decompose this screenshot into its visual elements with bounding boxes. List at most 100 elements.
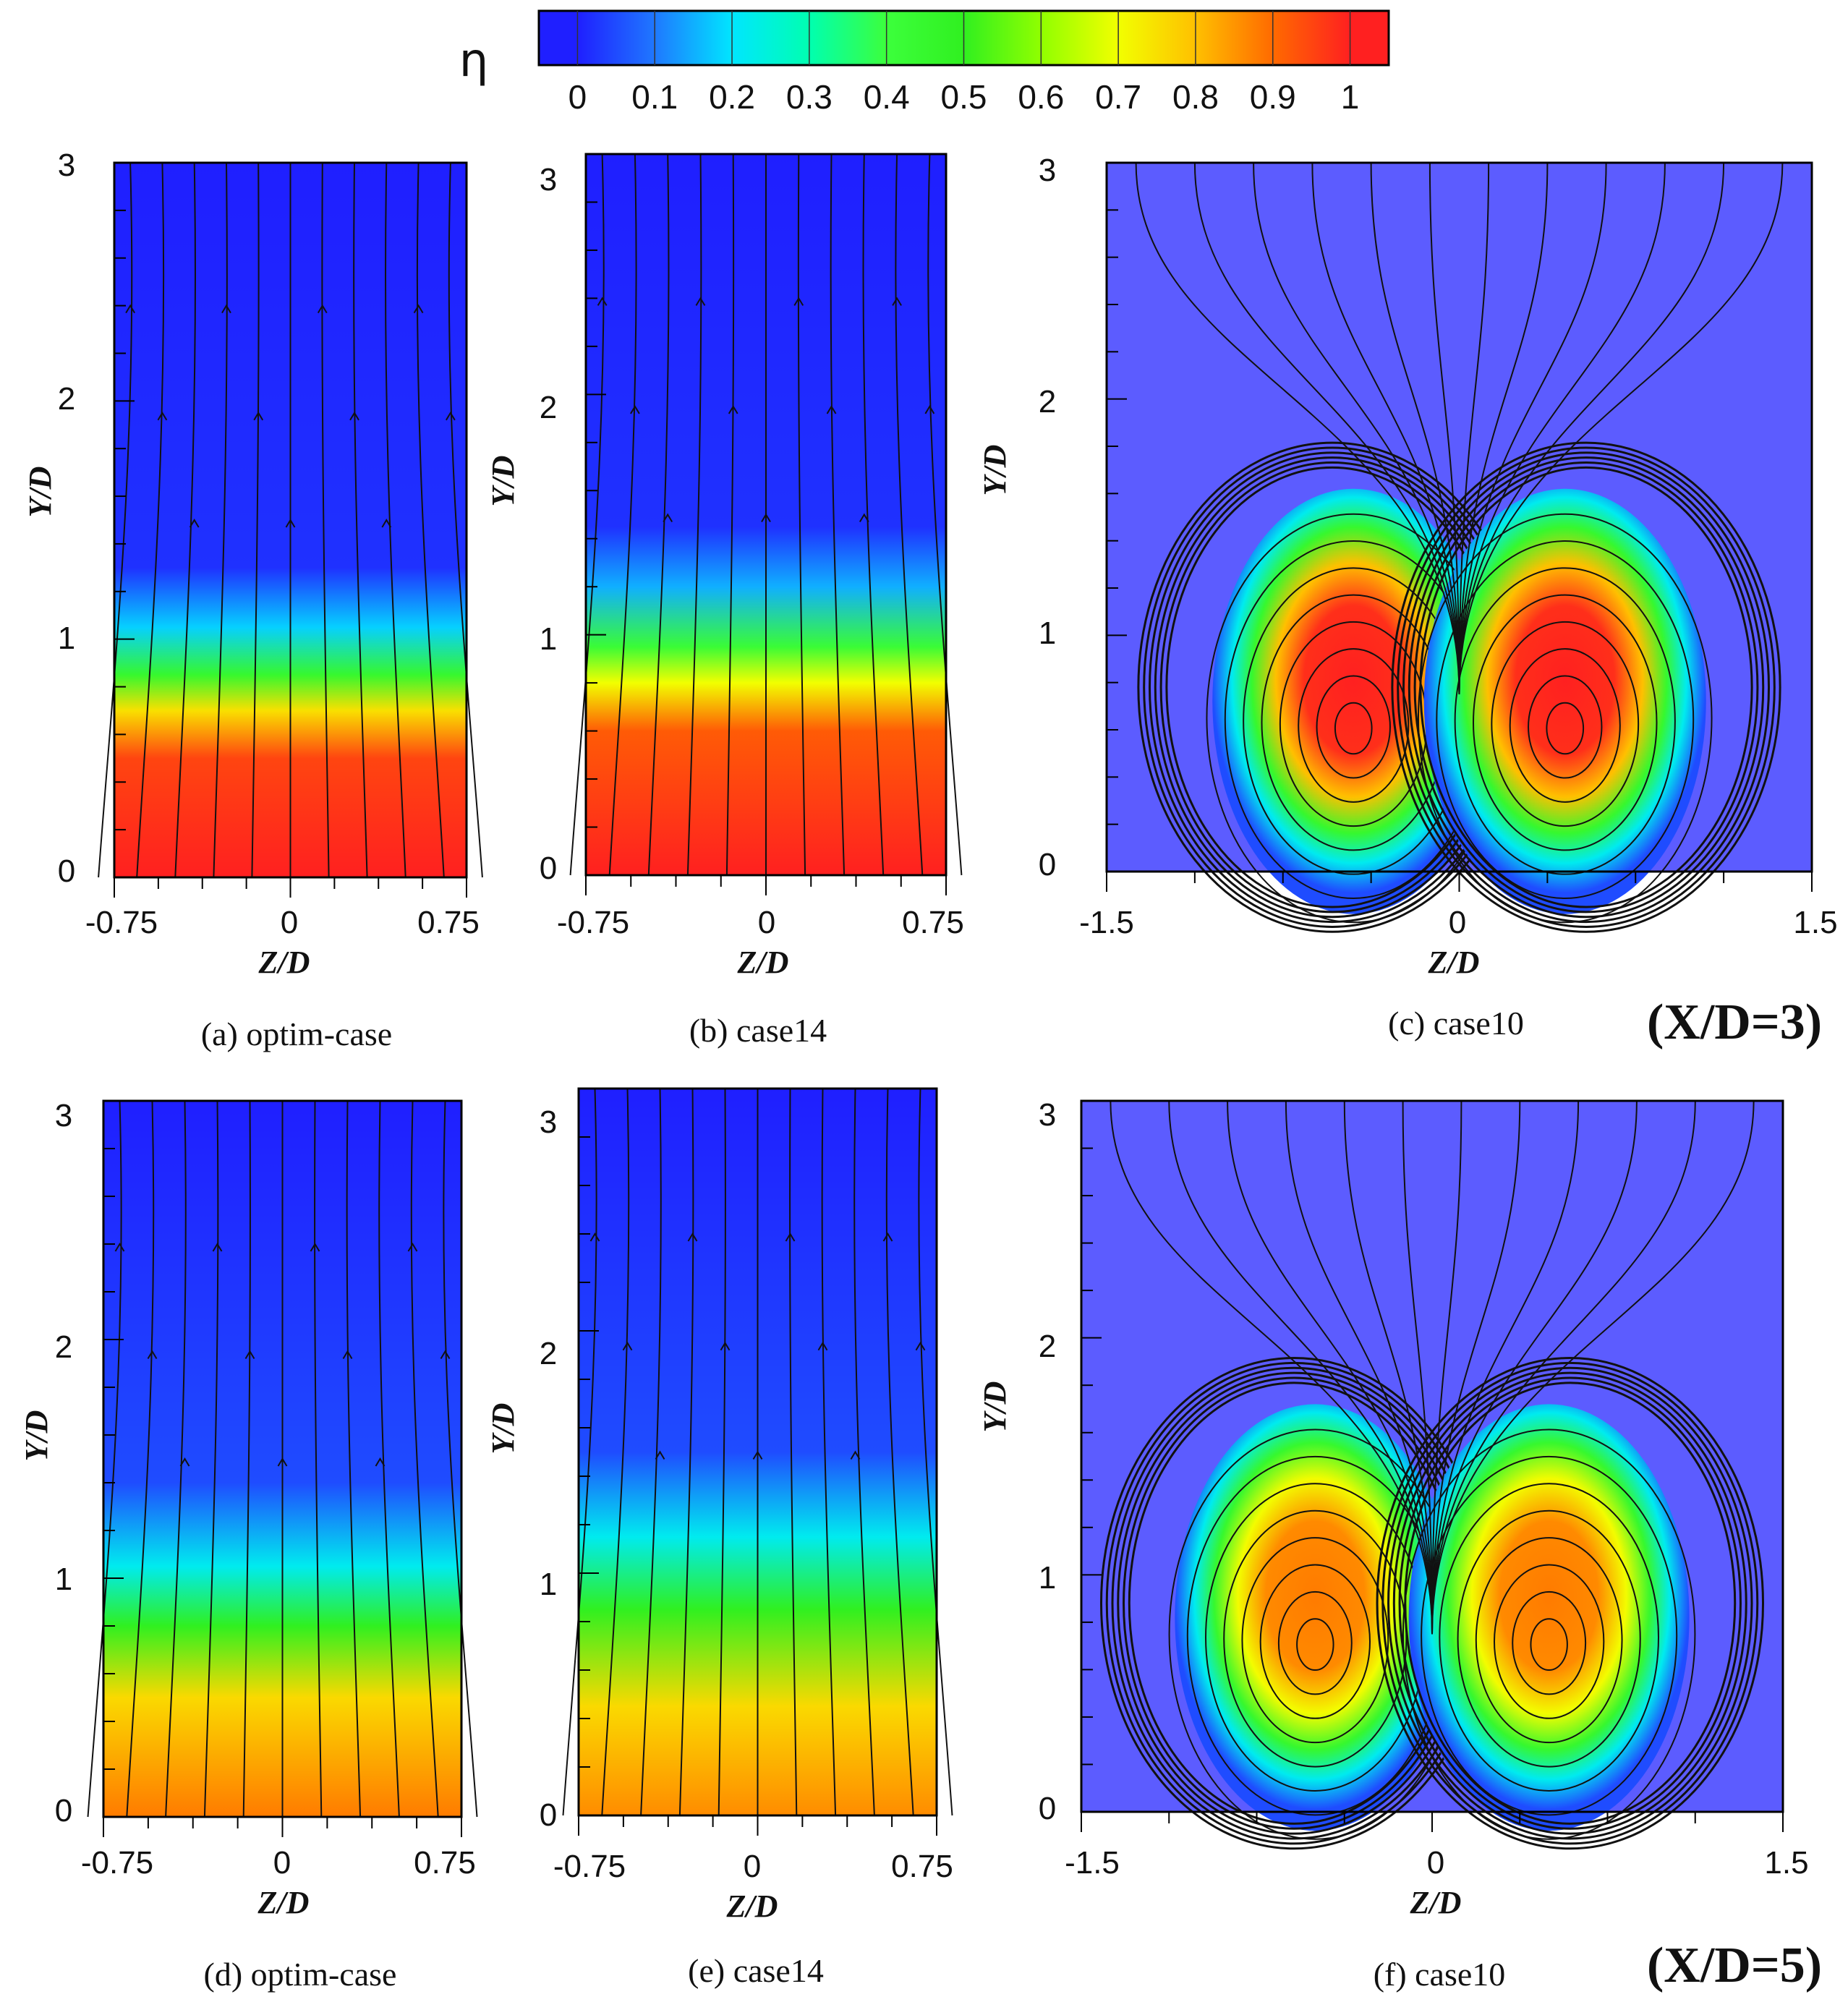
vortex-outer-p5-1-5 (1376, 1357, 1765, 1850)
ytick-c-0: 0 (1039, 847, 1056, 882)
streamline-p2-9 (1458, 162, 1666, 695)
vortex-outer-p5-1-3 (1387, 1366, 1753, 1840)
streamline-p3-6 (314, 1100, 323, 1818)
streamline-arrow-p3-4 (244, 1350, 255, 1360)
colorbar-tick-label-7: 0.7 (1095, 78, 1141, 116)
panel-a: 3 2 1 0 -0.75 0 0.75 Z/D Y/D (a) optim-c… (22, 148, 483, 1052)
streamline-p1-6 (797, 153, 806, 876)
panel-d: 3 2 1 0 -0.75 0 0.75 Z/D Y/D (d) optim-c… (19, 1098, 478, 1993)
streamline-arrow-p1-3 (695, 297, 706, 306)
streamline-arrow-p4-3 (687, 1232, 698, 1242)
ytick-d-0: 0 (55, 1793, 72, 1828)
streamline-p2-3 (1311, 162, 1460, 695)
ytick-f-2: 2 (1039, 1329, 1056, 1364)
xlabel-a: Z/D (258, 945, 310, 980)
streamline-p3-10 (443, 1100, 478, 1818)
streamline-arrow-p0-5 (285, 519, 296, 528)
ytick-b-0: 0 (540, 851, 557, 886)
vortex-outer-p2-1-2 (1408, 456, 1765, 919)
xtick-d-left: -0.75 (81, 1845, 153, 1881)
vortex-streamline-p2-1-4 (1491, 621, 1640, 827)
streamline-p5-1 (1168, 1100, 1433, 1635)
streamline-arrow-p3-0 (114, 1243, 125, 1252)
xtick-d-right: 0.75 (414, 1845, 476, 1881)
streamline-p5-10 (1431, 1100, 1696, 1635)
vortex-field-p5-0 (1175, 1404, 1456, 1831)
colorbar-tick-label-1: 0.1 (631, 78, 678, 116)
ytick-b-2: 2 (540, 390, 557, 425)
streamline-p0-2 (174, 162, 197, 878)
streamline-p1-3 (686, 153, 702, 876)
vortex-field-p2-1 (1423, 488, 1706, 914)
panel-b: 3 2 1 0 -0.75 0 0.75 Z/D Y/D (b) case14 (485, 153, 964, 1049)
xtick-f-right: 1.5 (1764, 1845, 1808, 1881)
vortex-outer-p2-1-5 (1391, 441, 1781, 933)
vortex-streamline-p2-1-2 (1528, 675, 1603, 779)
vortex-streamline-p5-1-1 (1530, 1618, 1568, 1672)
streamline-arrow-p0-1 (157, 411, 168, 421)
streamline-p1-9 (895, 153, 924, 876)
streamline-p2-7 (1458, 162, 1549, 695)
streamline-p0-10 (448, 162, 483, 878)
streamline-p0-0 (98, 162, 133, 878)
colorbar-tick-label-10: 1 (1341, 78, 1360, 116)
streamline-p4-4 (718, 1088, 726, 1816)
streamline-arrow-p3-8 (375, 1457, 386, 1467)
streamline-arrow-p4-1 (622, 1341, 633, 1351)
caption-c: (c) case10 (1388, 1005, 1524, 1042)
streamline-p4-7 (821, 1088, 837, 1816)
streamline-arrow-p3-10 (440, 1350, 451, 1360)
streamline-p3-8 (378, 1100, 400, 1818)
streamline-p1-1 (608, 153, 637, 876)
streamline-p4-9 (885, 1088, 914, 1816)
plot-area-f (1081, 1100, 1783, 1850)
axes-c (1105, 161, 1813, 892)
xtick-d-mid: 0 (273, 1845, 291, 1881)
streamline-arrow-p0-3 (221, 304, 231, 314)
xtick-b-right: 0.75 (902, 905, 964, 940)
streamline-arrow-p1-5 (761, 513, 771, 523)
vortex-outer-p5-1-1 (1398, 1376, 1742, 1830)
streamline-arrow-p0-10 (446, 411, 456, 421)
axes-f (1080, 1099, 1784, 1832)
axes-b (584, 153, 948, 895)
streamline-arrow-p1-9 (892, 297, 902, 306)
panel-c: 3 2 1 0 -1.5 0 1.5 Z/D Y/D (c) case10 (X… (977, 153, 1838, 1050)
streamline-p2-8 (1458, 162, 1607, 695)
ylabel-e: Y/D (485, 1403, 521, 1455)
axes-d (102, 1099, 463, 1837)
ylabel-d: Y/D (19, 1410, 54, 1462)
streamline-arrow-p1-2 (663, 513, 673, 523)
ylabel-c: Y/D (977, 445, 1013, 496)
streamline-p3-3 (203, 1100, 219, 1818)
streamline-arrow-p3-2 (179, 1457, 190, 1467)
streamline-arrow-p1-7 (826, 405, 837, 414)
ytick-e-1: 1 (540, 1567, 557, 1602)
streamline-p5-3 (1285, 1100, 1433, 1635)
colorbar-tick-label-9: 0.9 (1250, 78, 1296, 116)
streamline-p2-5 (1428, 162, 1460, 695)
colorbar-tick-label-6: 0.6 (1018, 78, 1064, 116)
colorbar-tick-label-2: 0.2 (709, 78, 755, 116)
vortex-streamline-p5-1-6 (1439, 1483, 1659, 1792)
streamline-p2-4 (1370, 162, 1460, 695)
streamline-arrow-p0-2 (189, 519, 200, 528)
caption-b: (b) case14 (689, 1012, 827, 1049)
streamline-p0-1 (136, 162, 165, 878)
caption-e: (e) case14 (688, 1952, 824, 1989)
streamline-p4-1 (601, 1088, 630, 1816)
streamline-p2-1 (1193, 162, 1460, 695)
axes-a (113, 161, 468, 898)
streamline-arrow-p1-1 (630, 405, 640, 414)
ytick-a-1: 1 (58, 621, 75, 656)
streamline-p0-9 (416, 162, 445, 878)
vortex-field-p5-1 (1408, 1404, 1690, 1831)
streamline-arrow-p0-4 (253, 411, 264, 421)
vortex-outer-p2-1-1 (1413, 461, 1759, 914)
streamline-p5-2 (1227, 1100, 1433, 1635)
ytick-f-1: 1 (1039, 1560, 1056, 1596)
vortex-outer-p2-1-0 (1419, 466, 1753, 908)
colorbar-tick-label-4: 0.4 (864, 78, 910, 116)
xtick-b-left: -0.75 (557, 905, 629, 940)
streamline-p0-4 (251, 162, 260, 878)
